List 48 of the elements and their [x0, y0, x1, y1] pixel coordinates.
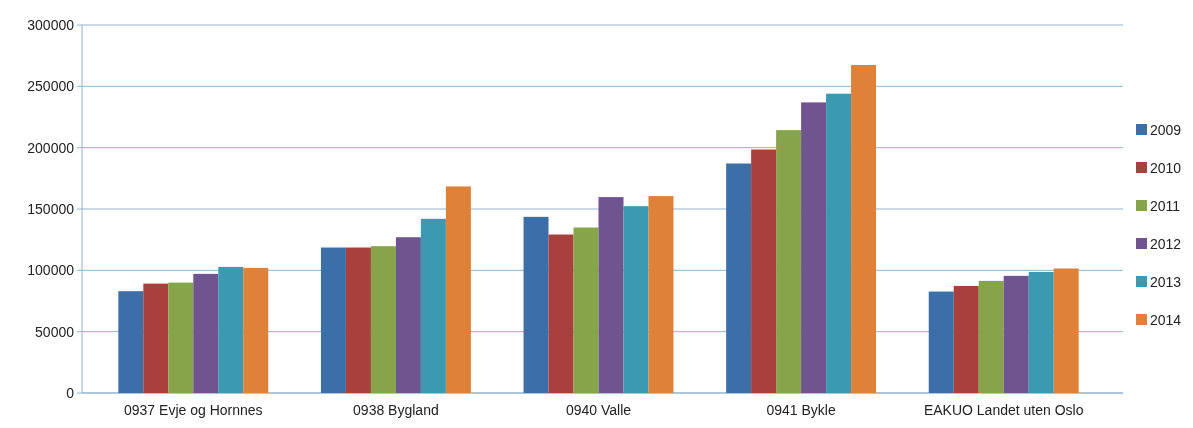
bar: [953, 285, 979, 393]
legend-label: 2010: [1150, 159, 1182, 176]
legend-label: 2013: [1150, 273, 1182, 290]
bar: [523, 216, 549, 393]
bar: [320, 247, 346, 393]
bar: [776, 130, 802, 393]
bar: [928, 291, 954, 393]
bar: [118, 291, 144, 393]
y-tick-label: 250000: [27, 78, 75, 95]
bar: [548, 234, 574, 393]
bar: [243, 267, 269, 393]
bar: [1003, 275, 1029, 393]
x-tick-label: EAKUO Landet uten Oslo: [923, 402, 1084, 418]
bar: [218, 266, 244, 393]
bar: [345, 247, 371, 393]
bar: [598, 197, 624, 393]
x-tick-label: 0941 Bykle: [766, 402, 836, 418]
bar: [726, 163, 752, 393]
legend-label: 2009: [1150, 121, 1182, 138]
bar: [751, 149, 777, 393]
bar: [978, 280, 1004, 393]
x-tick-label: 0938 Bygland: [353, 402, 439, 418]
bar: [370, 246, 396, 393]
x-tick-label: 0937 Evje og Hornnes: [124, 402, 263, 418]
bar: [573, 227, 599, 393]
bar: [445, 186, 471, 393]
bar: [801, 102, 827, 393]
y-tick-label: 50000: [35, 323, 75, 340]
y-tick-label: 100000: [27, 262, 75, 279]
bar: [623, 206, 649, 393]
bar: [395, 237, 421, 393]
bar: [420, 218, 446, 393]
bar: [168, 282, 194, 393]
legend-label: 2014: [1150, 311, 1182, 328]
legend-label: 2011: [1150, 197, 1181, 214]
bar: [1053, 268, 1079, 393]
x-tick-label: 0940 Valle: [565, 402, 632, 418]
y-tick-label: 0: [66, 384, 75, 401]
bar: [143, 283, 169, 393]
bar: [193, 273, 219, 393]
bar: [851, 64, 877, 393]
bar: [826, 93, 852, 393]
legend-label: 2012: [1150, 235, 1182, 252]
bar: [1028, 271, 1054, 393]
bar: [648, 196, 674, 393]
y-tick-label: 300000: [27, 16, 75, 33]
y-tick-label: 200000: [27, 139, 75, 156]
y-tick-label: 150000: [27, 200, 75, 217]
